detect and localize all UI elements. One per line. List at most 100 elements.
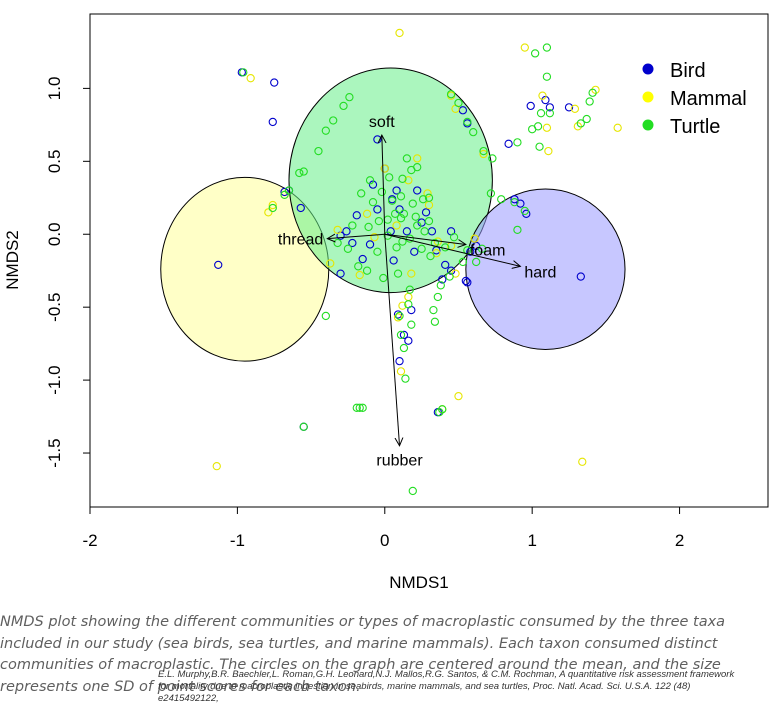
point-turtle — [545, 109, 555, 118]
y-tick-label: 0.5 — [45, 149, 64, 173]
point-mammal — [407, 269, 416, 278]
point-turtle — [364, 222, 373, 232]
point-turtle — [355, 403, 364, 412]
point-turtle — [396, 214, 406, 223]
point-turtle — [408, 199, 417, 208]
point-turtle — [420, 227, 429, 236]
point-bird — [342, 227, 351, 236]
point-mammal — [398, 301, 407, 310]
point-turtle — [510, 198, 519, 207]
point-turtle — [357, 189, 366, 198]
legend-label-bird: Bird — [670, 60, 706, 82]
vector-arrow-rubber — [384, 234, 400, 445]
point-turtle — [321, 126, 330, 135]
point-turtle — [295, 168, 304, 178]
point-turtle — [345, 92, 354, 102]
point-bird — [461, 276, 470, 286]
point-mammal — [264, 208, 273, 217]
point-turtle — [329, 116, 338, 125]
point-turtle — [520, 206, 529, 216]
y-tick-label: 0.0 — [45, 222, 64, 246]
legend-label-mammal: Mammal — [670, 88, 747, 110]
point-turtle — [393, 269, 403, 278]
y-tick-label: -1.5 — [45, 438, 64, 467]
point-bird — [441, 260, 450, 270]
point-turtle — [299, 422, 308, 431]
point-turtle — [438, 405, 447, 414]
point-turtle — [374, 216, 384, 226]
point-mammal — [479, 149, 488, 159]
point-turtle — [284, 186, 294, 195]
point-turtle — [365, 176, 375, 185]
point-turtle — [299, 167, 308, 176]
point-turtle — [463, 117, 472, 127]
vector-arrow-foam — [384, 233, 466, 244]
point-turtle — [542, 72, 552, 81]
point-turtle — [404, 300, 413, 309]
point-mammal — [212, 462, 221, 471]
legend-marker-turtle — [642, 119, 654, 131]
point-bird — [564, 103, 574, 112]
x-tick-label: -1 — [230, 531, 245, 550]
point-mammal — [355, 270, 364, 280]
point-turtle — [588, 88, 597, 97]
vector-arrow-hard — [384, 233, 521, 266]
sd-circle-bird — [465, 188, 626, 350]
point-turtle — [528, 125, 537, 134]
point-bird — [541, 95, 550, 105]
point-turtle — [268, 203, 277, 213]
point-turtle — [239, 68, 248, 77]
point-turtle — [582, 114, 591, 124]
point-turtle — [454, 98, 463, 108]
point-turtle — [536, 109, 546, 118]
point-bird — [348, 238, 357, 248]
point-bird — [526, 101, 535, 111]
legend-marker-mammal — [642, 91, 654, 103]
point-bird — [268, 117, 277, 127]
point-turtle — [479, 146, 488, 156]
x-tick-label: -2 — [82, 531, 97, 550]
vector-label-rubber: rubber — [376, 453, 423, 470]
point-bird — [410, 247, 419, 256]
point-turtle — [469, 127, 478, 137]
vector-label-thread: thread — [278, 232, 323, 249]
point-turtle — [395, 311, 404, 321]
vector-arrow-thread — [327, 234, 385, 238]
point-turtle — [488, 154, 497, 163]
point-mammal — [573, 122, 583, 131]
point-turtle — [446, 90, 456, 99]
point-turtle — [513, 225, 522, 235]
point-turtle — [449, 233, 459, 242]
point-mammal — [404, 176, 413, 185]
citation-line: for mortality due to macroplastic ingest… — [158, 681, 691, 692]
point-turtle — [388, 196, 397, 205]
point-turtle — [385, 173, 394, 182]
point-bird — [214, 260, 223, 270]
point-mammal — [393, 313, 403, 322]
point-turtle — [368, 198, 378, 207]
point-turtle — [430, 317, 440, 326]
point-bird — [395, 356, 404, 366]
legend-label-turtle: Turtle — [670, 116, 720, 138]
point-bird — [358, 254, 367, 264]
point-turtle — [398, 174, 407, 183]
point-mammal — [542, 123, 552, 132]
point-turtle — [477, 244, 487, 253]
x-axis-label: NMDS1 — [389, 573, 449, 592]
figure-caption: NMDS plot showing the different communit… — [0, 614, 726, 695]
point-turtle — [399, 343, 409, 353]
point-mammal — [454, 391, 463, 401]
point-bird — [545, 103, 555, 112]
point-mammal — [470, 234, 479, 243]
point-turtle — [358, 403, 367, 412]
point-turtle — [472, 257, 481, 267]
point-turtle — [429, 305, 438, 315]
vector-label-hard: hard — [524, 264, 556, 281]
point-bird — [438, 275, 447, 284]
vector-label-foam: foam — [470, 242, 506, 259]
point-turtle — [280, 190, 289, 200]
point-turtle — [408, 486, 417, 496]
point-mammal — [326, 259, 335, 268]
point-turtle — [390, 209, 400, 218]
x-tick-label: 0 — [380, 531, 389, 550]
